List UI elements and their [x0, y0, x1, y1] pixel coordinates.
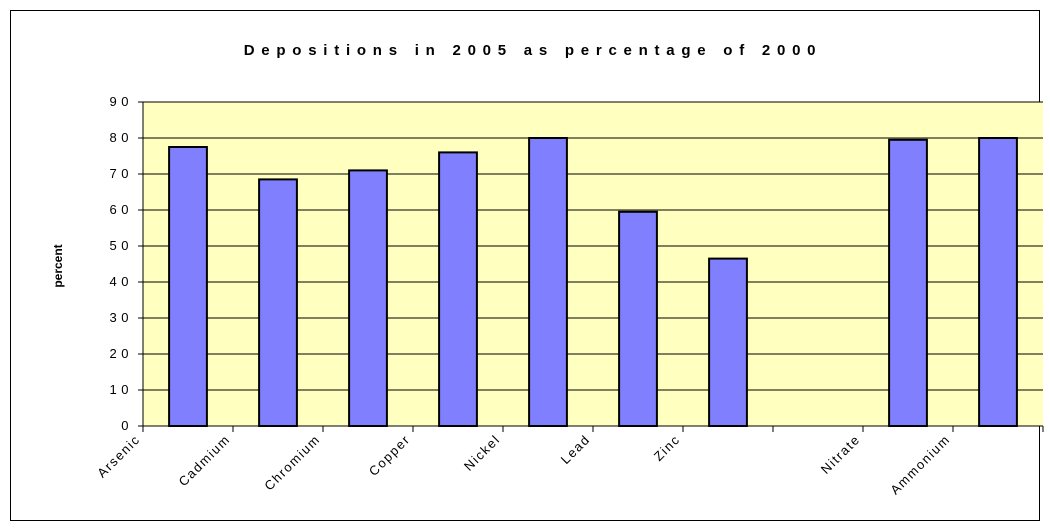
chart-title: Depositions in 2005 as percentage of 200… [244, 42, 823, 59]
y-tick-label: 70 [109, 166, 133, 181]
x-tick-label: Ammonium [887, 432, 953, 498]
x-tick-label: Arsenic [94, 432, 143, 481]
x-tick-label: Chromium [261, 432, 323, 494]
bar [258, 178, 298, 427]
bar [708, 257, 748, 427]
x-tick-label: Copper [366, 432, 413, 479]
bar [888, 138, 928, 428]
x-tick-label: Nitrate [818, 432, 863, 477]
y-tick-label: 90 [109, 94, 133, 109]
bar [348, 169, 388, 427]
y-tick-label: 20 [109, 346, 133, 361]
y-tick-label: 30 [109, 310, 133, 325]
plot-area: 0 10 20 30 40 50 60 70 80 90 Arsenic Cadmium Chromiu… [94, 94, 1044, 498]
bar [168, 146, 208, 427]
bar [618, 210, 658, 427]
x-tick-label: Cadmium [175, 432, 233, 490]
x-tick-label: Nickel [461, 432, 503, 474]
y-tick-label: 60 [109, 202, 133, 217]
y-tick-label: 10 [109, 382, 133, 397]
bar [528, 137, 568, 427]
x-tick-label: Lead [558, 432, 593, 467]
y-tick-label: 50 [109, 238, 133, 253]
y-tick-label: 40 [109, 274, 133, 289]
bar [978, 137, 1018, 427]
y-axis-label: percent [51, 244, 65, 287]
y-tick-label: 0 [121, 418, 133, 433]
y-tick-label: 80 [109, 130, 133, 145]
bar [438, 151, 478, 427]
x-tick-label: Zinc [651, 432, 683, 464]
